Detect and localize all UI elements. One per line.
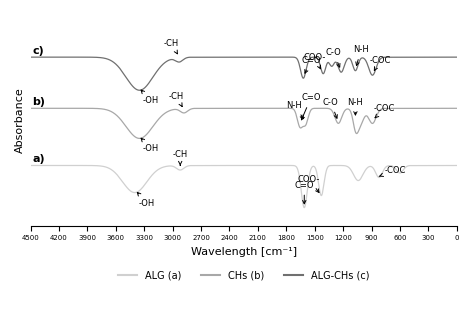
- Text: b): b): [32, 97, 46, 107]
- Text: C-O: C-O: [326, 48, 341, 67]
- Text: c): c): [32, 46, 44, 56]
- Text: COO-: COO-: [298, 174, 320, 193]
- Text: -CH: -CH: [169, 92, 184, 107]
- X-axis label: Wavelength [cm⁻¹]: Wavelength [cm⁻¹]: [191, 247, 297, 257]
- Text: -COC: -COC: [379, 166, 406, 176]
- Text: -OH: -OH: [141, 90, 159, 105]
- Text: N-H: N-H: [353, 45, 369, 66]
- Text: -COC: -COC: [374, 104, 395, 118]
- Text: N-H: N-H: [347, 98, 363, 115]
- Text: -OH: -OH: [141, 138, 159, 154]
- Text: a): a): [32, 154, 45, 164]
- Text: COO-: COO-: [303, 53, 326, 69]
- Y-axis label: Absorbance: Absorbance: [15, 88, 25, 153]
- Legend: ALG (a), CHs (b), ALG-CHs (c): ALG (a), CHs (b), ALG-CHs (c): [114, 266, 374, 284]
- Text: -CH: -CH: [164, 39, 179, 54]
- Text: -OH: -OH: [137, 193, 155, 208]
- Text: C-O: C-O: [323, 98, 338, 118]
- Text: -CH: -CH: [173, 151, 188, 165]
- Text: N-H: N-H: [286, 101, 303, 119]
- Text: C=O: C=O: [301, 56, 320, 73]
- Text: -COC: -COC: [369, 56, 391, 71]
- Text: C=O: C=O: [294, 181, 314, 204]
- Text: C=O: C=O: [301, 93, 320, 120]
